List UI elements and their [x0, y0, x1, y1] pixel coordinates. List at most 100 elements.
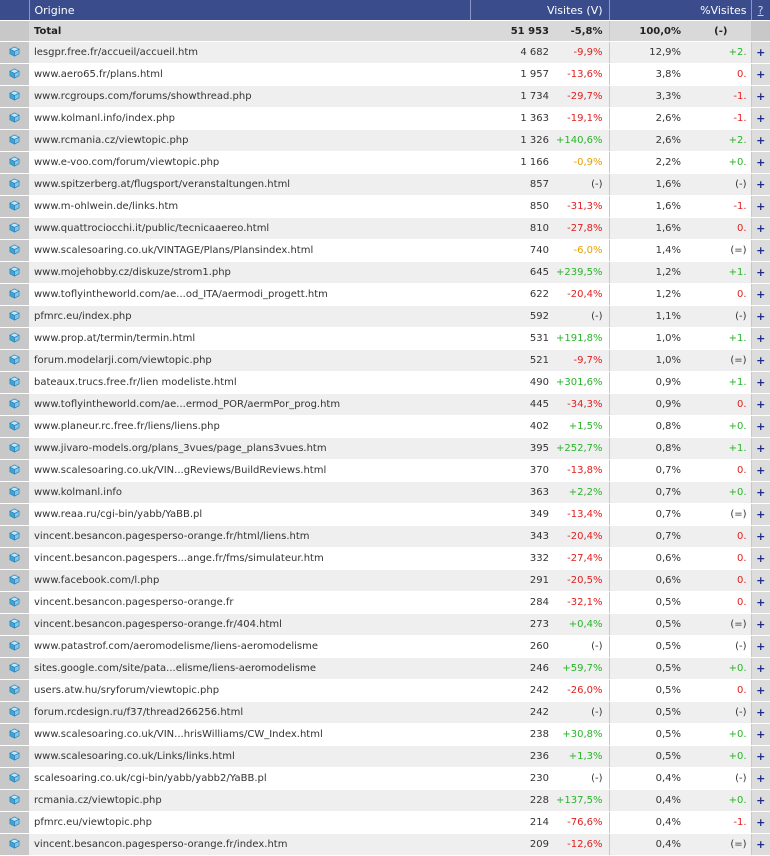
- referrer-url[interactable]: vincent.besancon.pagesperso-orange.fr/in…: [29, 833, 470, 856]
- plus-icon[interactable]: +: [756, 706, 766, 719]
- referrer-url[interactable]: vincent.besancon.pagesperso-orange.fr/ht…: [29, 525, 470, 548]
- plus-icon[interactable]: +: [756, 332, 766, 345]
- referrer-url[interactable]: www.kolmanl.info/index.php: [29, 107, 470, 130]
- expand-button[interactable]: +: [751, 701, 770, 724]
- referrer-url[interactable]: forum.modelarji.com/viewtopic.php: [29, 349, 470, 372]
- plus-icon[interactable]: +: [756, 354, 766, 367]
- expand-button[interactable]: +: [751, 283, 770, 306]
- plus-icon[interactable]: +: [756, 398, 766, 411]
- plus-icon[interactable]: +: [756, 662, 766, 675]
- expand-button[interactable]: +: [751, 415, 770, 438]
- referrer-url[interactable]: www.prop.at/termin/termin.html: [29, 327, 470, 350]
- referrer-url[interactable]: sites.google.com/site/pata...elisme/lien…: [29, 657, 470, 680]
- referrer-url[interactable]: bateaux.trucs.free.fr/lien modeliste.htm…: [29, 371, 470, 394]
- plus-icon[interactable]: +: [756, 156, 766, 169]
- plus-icon[interactable]: +: [756, 442, 766, 455]
- help-icon[interactable]: ?: [757, 3, 764, 17]
- expand-button[interactable]: +: [751, 437, 770, 460]
- plus-icon[interactable]: +: [756, 266, 766, 279]
- expand-button[interactable]: +: [751, 613, 770, 636]
- referrer-url[interactable]: www.mojehobby.cz/diskuze/strom1.php: [29, 261, 470, 284]
- expand-button[interactable]: +: [751, 635, 770, 658]
- plus-icon[interactable]: +: [756, 288, 766, 301]
- referrer-url[interactable]: www.quattrociocchi.it/public/tecnicaaere…: [29, 217, 470, 240]
- expand-button[interactable]: +: [751, 63, 770, 86]
- plus-icon[interactable]: +: [756, 530, 766, 543]
- referrer-url[interactable]: vincent.besancon.pagesperso-orange.fr: [29, 591, 470, 614]
- referrer-url[interactable]: vincent.besancon.pagesperso-orange.fr/40…: [29, 613, 470, 636]
- plus-icon[interactable]: +: [756, 574, 766, 587]
- expand-button[interactable]: +: [751, 85, 770, 108]
- referrer-url[interactable]: www.rcgroups.com/forums/showthread.php: [29, 85, 470, 108]
- header-pct-visites[interactable]: %Visites: [609, 0, 752, 21]
- referrer-url[interactable]: rcmania.cz/viewtopic.php: [29, 789, 470, 812]
- plus-icon[interactable]: +: [756, 244, 766, 257]
- referrer-url[interactable]: www.jivaro-models.org/plans_3vues/page_p…: [29, 437, 470, 460]
- expand-button[interactable]: +: [751, 129, 770, 152]
- referrer-url[interactable]: vincent.besancon.pagespers...ange.fr/fms…: [29, 547, 470, 570]
- expand-button[interactable]: +: [751, 789, 770, 812]
- expand-button[interactable]: +: [751, 305, 770, 328]
- plus-icon[interactable]: +: [756, 420, 766, 433]
- referrer-url[interactable]: www.toflyintheworld.com/ae...ermod_POR/a…: [29, 393, 470, 416]
- referrer-url[interactable]: www.toflyintheworld.com/ae...od_ITA/aerm…: [29, 283, 470, 306]
- referrer-url[interactable]: www.scalesoaring.co.uk/VINTAGE/Plans/Pla…: [29, 239, 470, 262]
- expand-button[interactable]: +: [751, 547, 770, 570]
- plus-icon[interactable]: +: [756, 552, 766, 565]
- referrer-url[interactable]: forum.rcdesign.ru/f37/thread266256.html: [29, 701, 470, 724]
- expand-button[interactable]: +: [751, 239, 770, 262]
- referrer-url[interactable]: www.patastrof.com/aeromodelisme/liens-ae…: [29, 635, 470, 658]
- referrer-url[interactable]: www.rcmania.cz/viewtopic.php: [29, 129, 470, 152]
- referrer-url[interactable]: www.m-ohlwein.de/links.htm: [29, 195, 470, 218]
- expand-button[interactable]: +: [751, 393, 770, 416]
- expand-button[interactable]: +: [751, 767, 770, 790]
- expand-button[interactable]: +: [751, 745, 770, 768]
- plus-icon[interactable]: +: [756, 728, 766, 741]
- referrer-url[interactable]: www.scalesoaring.co.uk/Links/links.html: [29, 745, 470, 768]
- expand-button[interactable]: +: [751, 679, 770, 702]
- plus-icon[interactable]: +: [756, 640, 766, 653]
- expand-button[interactable]: +: [751, 459, 770, 482]
- plus-icon[interactable]: +: [756, 464, 766, 477]
- header-visites[interactable]: Visites (V): [470, 0, 610, 21]
- expand-button[interactable]: +: [751, 349, 770, 372]
- plus-icon[interactable]: +: [756, 200, 766, 213]
- expand-button[interactable]: +: [751, 833, 770, 856]
- expand-button[interactable]: +: [751, 657, 770, 680]
- plus-icon[interactable]: +: [756, 684, 766, 697]
- plus-icon[interactable]: +: [756, 90, 766, 103]
- plus-icon[interactable]: +: [756, 838, 766, 851]
- plus-icon[interactable]: +: [756, 376, 766, 389]
- plus-icon[interactable]: +: [756, 222, 766, 235]
- expand-button[interactable]: +: [751, 503, 770, 526]
- plus-icon[interactable]: +: [756, 508, 766, 521]
- plus-icon[interactable]: +: [756, 772, 766, 785]
- plus-icon[interactable]: +: [756, 134, 766, 147]
- referrer-url[interactable]: users.atw.hu/sryforum/viewtopic.php: [29, 679, 470, 702]
- referrer-url[interactable]: www.aero65.fr/plans.html: [29, 63, 470, 86]
- referrer-url[interactable]: www.reaa.ru/cgi-bin/yabb/YaBB.pl: [29, 503, 470, 526]
- referrer-url[interactable]: scalesoaring.co.uk/cgi-bin/yabb/yabb2/Ya…: [29, 767, 470, 790]
- plus-icon[interactable]: +: [756, 178, 766, 191]
- expand-button[interactable]: +: [751, 195, 770, 218]
- referrer-url[interactable]: www.spitzerberg.at/flugsport/veranstaltu…: [29, 173, 470, 196]
- referrer-url[interactable]: pfmrc.eu/index.php: [29, 305, 470, 328]
- header-origine[interactable]: Origine: [29, 0, 471, 21]
- expand-button[interactable]: +: [751, 569, 770, 592]
- help-link[interactable]: ?: [751, 0, 770, 21]
- referrer-url[interactable]: www.scalesoaring.co.uk/VIN...gReviews/Bu…: [29, 459, 470, 482]
- expand-button[interactable]: +: [751, 371, 770, 394]
- plus-icon[interactable]: +: [756, 112, 766, 125]
- plus-icon[interactable]: +: [756, 618, 766, 631]
- referrer-url[interactable]: lesgpr.free.fr/accueil/accueil.htm: [29, 41, 470, 64]
- expand-button[interactable]: +: [751, 173, 770, 196]
- plus-icon[interactable]: +: [756, 46, 766, 59]
- referrer-url[interactable]: www.scalesoaring.co.uk/VIN...hrisWilliam…: [29, 723, 470, 746]
- expand-button[interactable]: +: [751, 41, 770, 64]
- referrer-url[interactable]: www.planeur.rc.free.fr/liens/liens.php: [29, 415, 470, 438]
- expand-button[interactable]: +: [751, 591, 770, 614]
- expand-button[interactable]: +: [751, 327, 770, 350]
- plus-icon[interactable]: +: [756, 596, 766, 609]
- expand-button[interactable]: +: [751, 261, 770, 284]
- referrer-url[interactable]: www.kolmanl.info: [29, 481, 470, 504]
